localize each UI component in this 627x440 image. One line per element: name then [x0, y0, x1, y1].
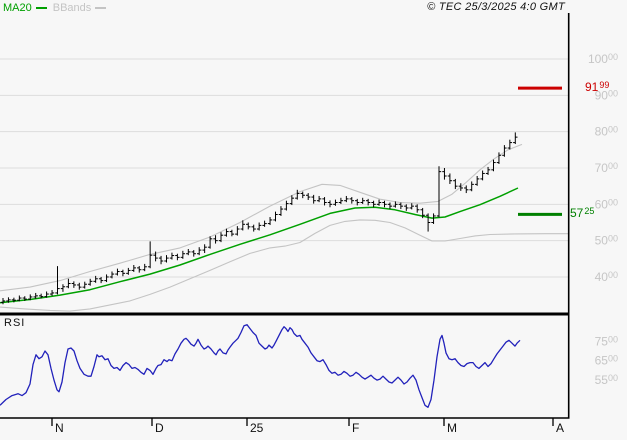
- x-axis-label: 25: [250, 421, 264, 435]
- bollinger-upper-line: [0, 143, 523, 292]
- bollinger-lower-line: [0, 219, 568, 312]
- x-axis-label: M: [447, 421, 457, 435]
- y-axis-label: 4000: [595, 270, 618, 284]
- price-level-label-red: 9199: [585, 80, 609, 95]
- legend-bbands-dash-icon: [95, 7, 107, 9]
- chart-legend: MA20 BBands: [3, 2, 107, 14]
- rsi-axis-label: 5500: [595, 373, 618, 387]
- y-axis-label: 6000: [595, 197, 618, 211]
- y-axis-label: 10000: [588, 52, 618, 66]
- legend-ma20-dash-icon: [35, 7, 47, 9]
- x-axis-label: N: [55, 421, 64, 435]
- legend-bbands-label: BBands: [52, 2, 92, 14]
- x-axis-label: F: [352, 421, 359, 435]
- y-axis-label: 8000: [595, 125, 618, 139]
- y-axis-label: 7000: [595, 161, 618, 175]
- price-level-red-main: 91: [585, 80, 599, 95]
- y-axis-label: 5000: [595, 234, 618, 248]
- price-level-red-sup: 99: [599, 80, 610, 91]
- legend-item-ma20: MA20: [3, 2, 47, 14]
- rsi-panel-title: RSI: [4, 317, 26, 329]
- x-axis-label: A: [556, 421, 564, 435]
- price-level-label-green: 5725: [570, 206, 594, 221]
- rsi-axis-label: 6500: [595, 354, 618, 368]
- rsi-axis-label: 7500: [595, 334, 618, 348]
- price-level-green-sup: 25: [584, 206, 595, 217]
- panel-separator: [0, 312, 568, 316]
- price-level-green-main: 57: [570, 206, 584, 221]
- x-axis-label: D: [155, 421, 164, 435]
- legend-ma20-label: MA20: [3, 2, 32, 14]
- copyright-text: © TEC 25/3/2025 4:0 GMT: [427, 1, 565, 13]
- legend-item-bbands: BBands: [53, 2, 107, 14]
- candlestick-series: [0, 132, 518, 305]
- ma20-line: [0, 187, 519, 304]
- rsi-line: [0, 324, 521, 408]
- y-axis-label: 9000: [595, 88, 618, 102]
